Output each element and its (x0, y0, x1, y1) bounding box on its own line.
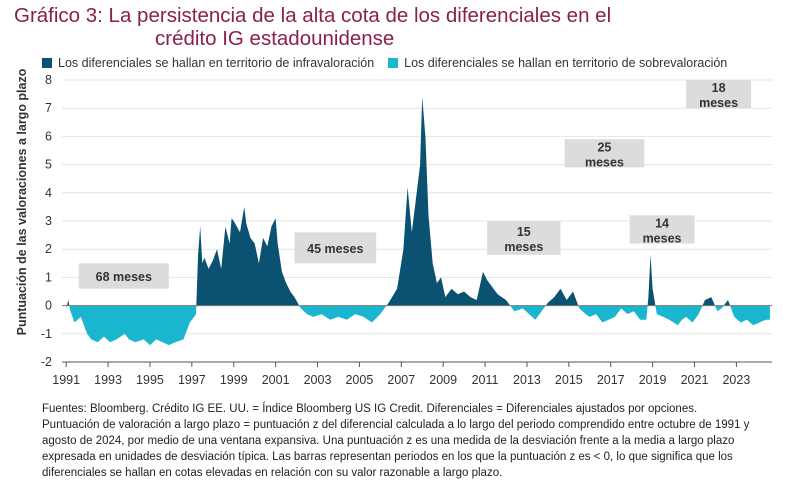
x-tick-label: 1991 (52, 373, 80, 387)
chart-title-line2: crédito IG estadounidense (155, 27, 395, 50)
x-tick-label: 2017 (597, 373, 625, 387)
y-tick-label: 1 (45, 270, 52, 284)
period-bar-label: 45 meses (307, 242, 363, 256)
legend-label-infravaloracion: Los diferenciales se hallan en territori… (58, 56, 375, 70)
x-tick-label: 1995 (136, 373, 164, 387)
period-bar (294, 232, 377, 264)
period-bar (629, 215, 695, 244)
chart-legend: Los diferenciales se hallan en territori… (42, 56, 741, 70)
y-tick-label: 4 (45, 186, 52, 200)
y-tick-label: 7 (45, 101, 52, 115)
x-tick-label: 1999 (220, 373, 248, 387)
x-tick-label: 2023 (722, 373, 750, 387)
y-tick-label: 0 (45, 299, 52, 313)
area-negative (66, 305, 770, 346)
x-tick-label: 2015 (555, 373, 583, 387)
period-bar-label: meses (585, 155, 624, 169)
y-tick-label: 2 (45, 242, 52, 256)
x-tick-label: 2003 (304, 373, 332, 387)
x-tick-label: 2007 (387, 373, 415, 387)
period-bar-label: 14 (655, 216, 669, 230)
note-sources: Fuentes: Bloomberg. Crédito IG EE. UU. =… (42, 403, 698, 415)
period-bar-label: 25 (597, 140, 611, 154)
period-bar-label: meses (699, 96, 738, 110)
chart-title: Gráfico 3: La persistencia de la alta co… (14, 4, 784, 50)
y-tick-label: 8 (45, 73, 52, 87)
note-methodology: Puntuación de valoración a largo plazo =… (42, 419, 750, 479)
period-bar (487, 221, 561, 255)
y-tick-label: 3 (45, 214, 52, 228)
x-tick-label: 2011 (472, 373, 499, 387)
legend-swatch-sobrevaloracion (388, 58, 399, 68)
period-bar (686, 80, 752, 109)
source-notes: Fuentes: Bloomberg. Crédito IG EE. UU. =… (42, 401, 782, 481)
legend-swatch-infravaloracion (42, 58, 52, 68)
x-tick-label: 2009 (429, 373, 457, 387)
period-bar (78, 263, 169, 289)
legend-item-infravaloracion: Los diferenciales se hallan en territori… (42, 56, 374, 70)
period-bar-label: 68 meses (96, 270, 152, 284)
y-tick-label: 6 (45, 129, 52, 143)
x-tick-label: 2021 (681, 373, 709, 387)
y-tick-label: -1 (41, 327, 52, 341)
y-tick-label: 5 (45, 158, 52, 172)
period-bar-label: meses (504, 240, 543, 254)
period-bar-label: meses (643, 231, 682, 245)
x-tick-label: 2013 (513, 373, 541, 387)
x-tick-label: 2019 (639, 373, 667, 387)
y-tick-label: -2 (41, 355, 52, 369)
period-bar-label: 15 (517, 225, 531, 239)
period-bar-label: 18 (712, 81, 726, 95)
period-bar (564, 139, 645, 168)
x-tick-label: 2001 (262, 373, 290, 387)
legend-label-sobrevaloracion: Los diferenciales se hallan en territori… (404, 56, 728, 70)
x-tick-label: 1997 (178, 373, 206, 387)
chart-title-line1: Gráfico 3: La persistencia de la alta co… (14, 4, 612, 27)
x-tick-label: 1993 (94, 373, 122, 387)
legend-item-sobrevaloracion: Los diferenciales se hallan en territori… (388, 56, 727, 70)
x-tick-label: 2005 (345, 373, 373, 387)
area-positive (66, 96, 770, 306)
